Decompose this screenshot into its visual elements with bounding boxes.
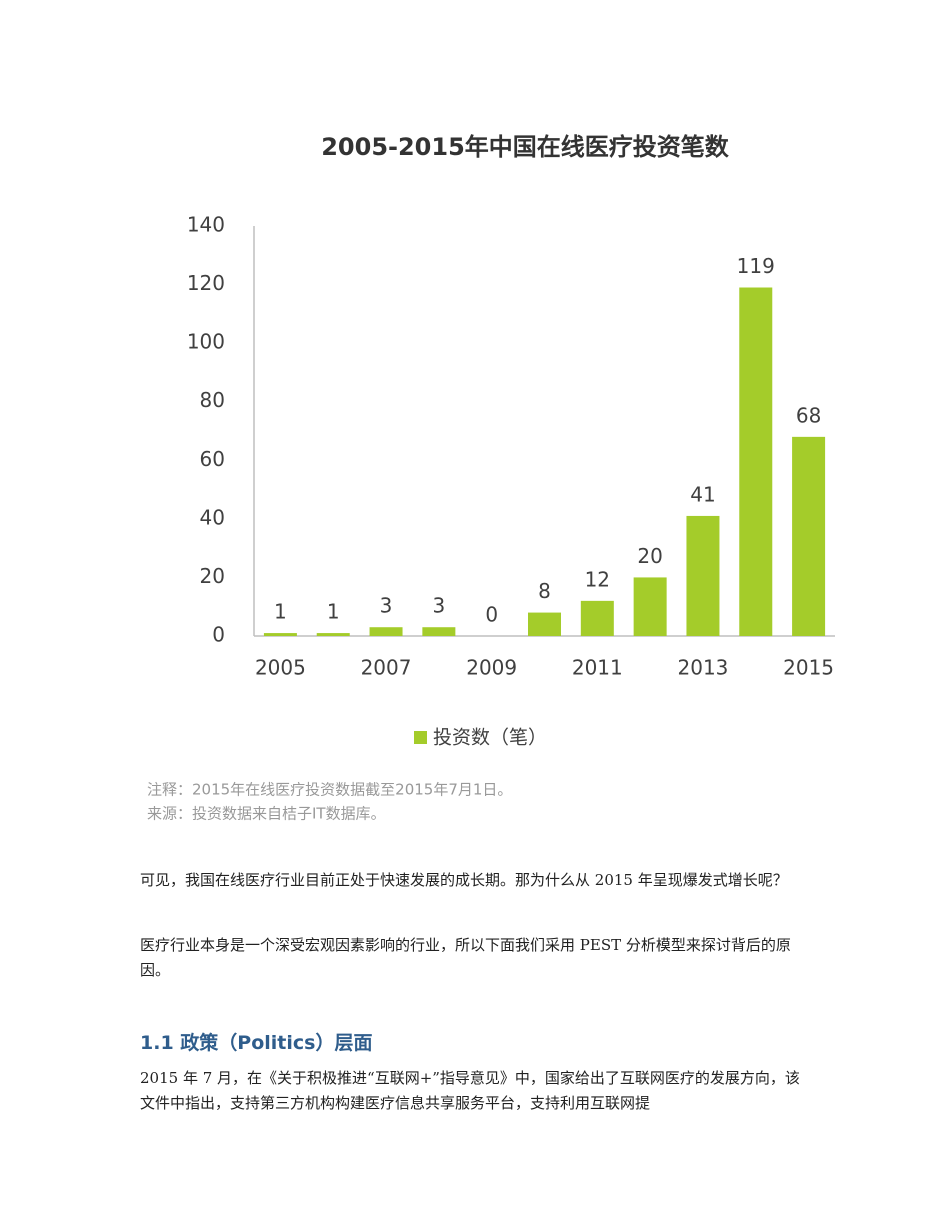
section-heading: 1.1 政策（Politics）层面	[140, 1032, 373, 1054]
bar	[422, 627, 456, 636]
data-label: 12	[585, 567, 610, 591]
data-label: 1	[274, 600, 287, 624]
bar	[263, 633, 297, 636]
paragraph: 2015 年 7 月，在《关于积极推进“互联网+”指导意见》中，国家给出了互联网…	[140, 1069, 800, 1112]
bar	[739, 287, 773, 636]
bar	[792, 436, 826, 636]
data-label: 1	[327, 600, 340, 624]
bar	[633, 577, 667, 636]
y-tick-label: 140	[187, 213, 225, 237]
x-tick-label: 2009	[466, 656, 517, 680]
bar	[316, 633, 350, 636]
data-label: 41	[690, 482, 715, 506]
y-tick-label: 100	[187, 330, 225, 354]
chart-title: 2005-2015年中国在线医疗投资笔数	[321, 133, 730, 161]
bar	[686, 515, 720, 636]
y-tick-label: 120	[187, 271, 225, 295]
x-tick-label: 2015	[783, 656, 834, 680]
data-label: 8	[538, 579, 551, 603]
y-tick-label: 80	[200, 388, 225, 412]
data-label: 20	[637, 544, 662, 568]
paragraph: 可见，我国在线医疗行业目前正处于快速发展的成长期。那为什么从 2015 年呈现爆…	[140, 871, 788, 889]
x-tick-label: 2005	[255, 656, 306, 680]
chart-note: 来源：投资数据来自桔子IT数据库。	[147, 805, 386, 823]
x-tick-label: 2007	[361, 656, 412, 680]
x-tick-label: 2011	[572, 656, 623, 680]
paragraph: 医疗行业本身是一个深受宏观因素影响的行业，所以下面我们采用 PEST 分析模型来…	[140, 936, 791, 979]
data-label: 3	[432, 594, 445, 618]
y-tick-label: 20	[200, 564, 225, 588]
bar	[528, 612, 561, 636]
y-tick-label: 0	[212, 623, 225, 647]
legend-label: 投资数（笔）	[433, 727, 547, 749]
data-label: 68	[796, 403, 821, 427]
chart-note: 注释：2015年在线医疗投资数据截至2015年7月1日。	[147, 781, 512, 799]
data-label: 3	[380, 594, 393, 618]
legend-swatch	[414, 731, 427, 744]
x-tick-label: 2013	[678, 656, 729, 680]
bar	[369, 627, 403, 636]
data-label: 0	[485, 603, 498, 627]
chart: 2005-2015年中国在线医疗投资笔数 0204060801001201402…	[147, 133, 835, 823]
y-tick-label: 40	[200, 505, 225, 529]
bar	[580, 600, 614, 636]
y-tick-label: 60	[200, 447, 225, 471]
data-label: 119	[737, 254, 775, 278]
